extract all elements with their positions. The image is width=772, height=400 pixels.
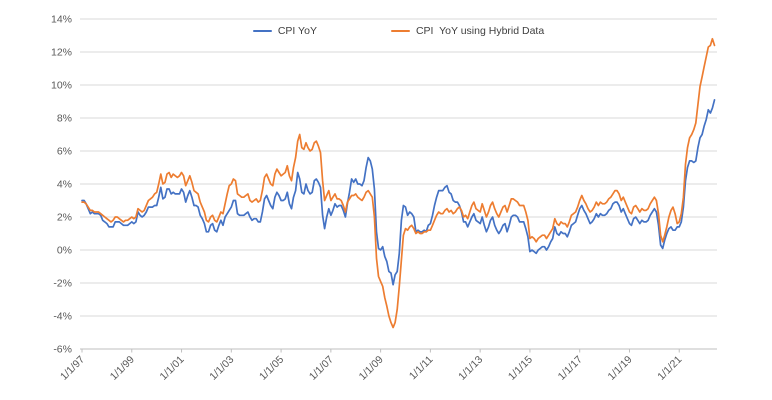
chart-legend: CPI YoY CPI YoY using Hybrid Data (80, 25, 717, 37)
x-tick-label: 1/1/97 (58, 354, 87, 383)
series-line-cpi-yoy (81, 99, 716, 286)
legend-line-swatch-blue (252, 29, 272, 33)
x-tick-label: 1/1/07 (307, 354, 336, 383)
y-tick-label: 12% (51, 47, 72, 59)
y-tick-label: 8% (57, 113, 72, 125)
legend-label-cpi-hybrid: CPI YoY using Hybrid Data (415, 25, 545, 37)
x-tick-label: 1/1/09 (357, 354, 386, 383)
y-axis-labels: 14% 12% 10% 8% 6% 4% 2% 0% -2% -4% -6% (51, 14, 72, 356)
legend-label-cpi-yoy: CPI YoY (277, 25, 317, 37)
legend-line-swatch-orange (390, 29, 410, 33)
x-tick-label: 1/1/13 (456, 354, 485, 383)
x-tick-label: 1/1/21 (655, 354, 684, 383)
legend-item-cpi-hybrid: CPI YoY using Hybrid Data (390, 25, 545, 37)
y-tick-label: 0% (57, 245, 72, 257)
y-tick-label: 4% (57, 179, 72, 191)
x-tick-label: 1/1/05 (257, 354, 286, 383)
x-tick-label: 1/1/19 (605, 354, 634, 383)
legend-item-cpi-yoy: CPI YoY (252, 25, 317, 37)
y-tick-label: -2% (53, 278, 72, 290)
y-tick-label: 10% (51, 80, 72, 92)
series-line-cpi-hybrid (81, 37, 716, 329)
x-tick-label: 1/1/11 (407, 354, 436, 383)
y-tick-label: 6% (57, 146, 72, 158)
x-tick-label: 1/1/17 (556, 354, 585, 383)
x-tick-label: 1/1/15 (506, 354, 535, 383)
y-tick-label: -4% (53, 311, 72, 323)
x-tick-label: 1/1/01 (158, 354, 187, 383)
y-tick-label: 14% (51, 14, 72, 26)
x-axis: 1/1/97 1/1/99 1/1/01 1/1/03 1/1/05 1/1/07 1/1/… (58, 349, 684, 383)
x-tick-label: 1/1/99 (108, 354, 137, 383)
x-tick-label: 1/1/03 (207, 354, 236, 383)
y-tick-label: -6% (53, 344, 72, 356)
y-tick-label: 2% (57, 212, 72, 224)
